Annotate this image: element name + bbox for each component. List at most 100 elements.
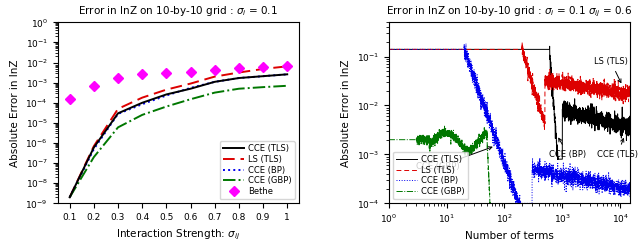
CCE (BP)	[259, 75, 267, 78]
LS (TLS)	[90, 145, 98, 148]
CCE (BP)	[187, 86, 195, 89]
Bethe	[284, 64, 291, 67]
CCE (GBP)	[284, 84, 291, 87]
LS (TLS)	[518, 41, 526, 44]
Line: CCE (GBP): CCE (GBP)	[388, 126, 509, 229]
LS (TLS)	[235, 71, 243, 74]
Y-axis label: Absolute Error in lnZ: Absolute Error in lnZ	[10, 59, 20, 167]
CCE (GBP)	[66, 196, 74, 199]
CCE (GBP)	[163, 105, 170, 108]
CCE (BP)	[385, 48, 392, 51]
LS (TLS)	[163, 88, 170, 91]
CCE (GBP)	[393, 138, 401, 141]
CCE (GBP)	[235, 87, 243, 90]
LS (TLS)	[622, 92, 630, 94]
CCE (BP)	[66, 196, 74, 199]
Text: CCE (BP): CCE (BP)	[550, 138, 587, 159]
CCE (BP)	[412, 48, 420, 51]
LS (TLS)	[259, 67, 267, 70]
Line: CCE (TLS): CCE (TLS)	[70, 74, 287, 197]
CCE (BP)	[138, 103, 146, 106]
LS (TLS)	[211, 75, 218, 78]
CCE (TLS)	[412, 48, 420, 51]
CCE (TLS)	[66, 196, 74, 199]
CCE (TLS)	[627, 127, 634, 130]
CCE (TLS)	[622, 122, 630, 125]
CCE (TLS)	[488, 48, 496, 51]
CCE (TLS)	[163, 93, 170, 96]
LS (TLS)	[488, 48, 496, 51]
Legend: CCE (TLS), LS (TLS), CCE (BP), CCE (GBP), Bethe: CCE (TLS), LS (TLS), CCE (BP), CCE (GBP)…	[220, 141, 295, 199]
CCE (GBP)	[90, 155, 98, 158]
Legend: CCE (TLS), LS (TLS), CCE (BP), CCE (GBP): CCE (TLS), LS (TLS), CCE (BP), CCE (GBP)	[393, 152, 468, 199]
CCE (TLS)	[546, 45, 554, 48]
LS (TLS)	[284, 65, 291, 68]
CCE (GBP)	[407, 138, 415, 141]
CCE (BP)	[284, 73, 291, 76]
Text: CCE (TLS): CCE (TLS)	[597, 139, 638, 159]
CCE (GBP)	[477, 142, 484, 145]
CCE (GBP)	[114, 126, 122, 129]
Line: CCE (BP): CCE (BP)	[70, 74, 287, 197]
CCE (BP)	[114, 112, 122, 115]
CCE (TLS)	[114, 112, 122, 115]
CCE (GBP)	[450, 140, 458, 143]
Text: LS (TLS): LS (TLS)	[594, 57, 628, 83]
CCE (TLS)	[90, 146, 98, 149]
Bethe	[114, 76, 122, 79]
CCE (TLS)	[187, 87, 195, 90]
CCE (BP)	[627, 185, 634, 188]
CCE (GBP)	[138, 113, 146, 116]
CCE (GBP)	[211, 91, 218, 94]
CCE (GBP)	[441, 125, 449, 128]
CCE (TLS)	[477, 48, 485, 51]
Line: LS (TLS): LS (TLS)	[70, 66, 287, 197]
CCE (BP)	[163, 94, 170, 97]
LS (TLS)	[477, 48, 485, 51]
CCE (GBP)	[505, 218, 513, 221]
LS (TLS)	[138, 96, 146, 99]
CCE (TLS)	[138, 101, 146, 104]
CCE (BP)	[596, 175, 604, 178]
CCE (TLS)	[284, 73, 291, 76]
Bethe	[90, 84, 98, 87]
Bethe	[66, 98, 74, 101]
Bethe	[211, 68, 218, 71]
CCE (BP)	[211, 80, 218, 83]
Bethe	[163, 72, 170, 75]
LS (TLS)	[66, 196, 74, 199]
CCE (TLS)	[554, 158, 561, 161]
CCE (TLS)	[596, 111, 604, 114]
X-axis label: Interaction Strength: $\sigma_{ij}$: Interaction Strength: $\sigma_{ij}$	[116, 228, 241, 242]
LS (TLS)	[187, 82, 195, 85]
Line: Bethe: Bethe	[66, 62, 291, 103]
LS (TLS)	[596, 88, 604, 91]
CCE (GBP)	[385, 138, 392, 141]
CCE (TLS)	[427, 48, 435, 51]
CCE (BP)	[488, 121, 496, 124]
CCE (BP)	[90, 148, 98, 151]
Bethe	[138, 72, 146, 75]
LS (TLS)	[427, 48, 435, 51]
CCE (BP)	[427, 48, 435, 51]
Line: CCE (BP): CCE (BP)	[388, 44, 630, 203]
LS (TLS)	[541, 129, 548, 132]
CCE (GBP)	[187, 98, 195, 101]
Text: CCE (GBP): CCE (GBP)	[417, 147, 492, 171]
LS (TLS)	[627, 97, 634, 100]
CCE (GBP)	[487, 215, 495, 218]
CCE (BP)	[477, 94, 485, 97]
CCE (BP)	[462, 42, 470, 45]
LS (TLS)	[114, 107, 122, 110]
LS (TLS)	[412, 48, 420, 51]
LS (TLS)	[385, 48, 392, 51]
CCE (TLS)	[235, 77, 243, 80]
CCE (TLS)	[211, 80, 218, 83]
Title: Error in lnZ on 10-by-10 grid : $\sigma_i$ = 0.1 $\sigma_{ij}$ = 0.6: Error in lnZ on 10-by-10 grid : $\sigma_…	[387, 4, 633, 19]
CCE (TLS)	[259, 75, 267, 78]
Y-axis label: Absolute Error in lnZ: Absolute Error in lnZ	[341, 59, 351, 167]
CCE (TLS)	[385, 48, 392, 51]
Line: CCE (GBP): CCE (GBP)	[70, 86, 287, 197]
Bethe	[259, 66, 267, 69]
X-axis label: Number of terms: Number of terms	[465, 231, 554, 241]
